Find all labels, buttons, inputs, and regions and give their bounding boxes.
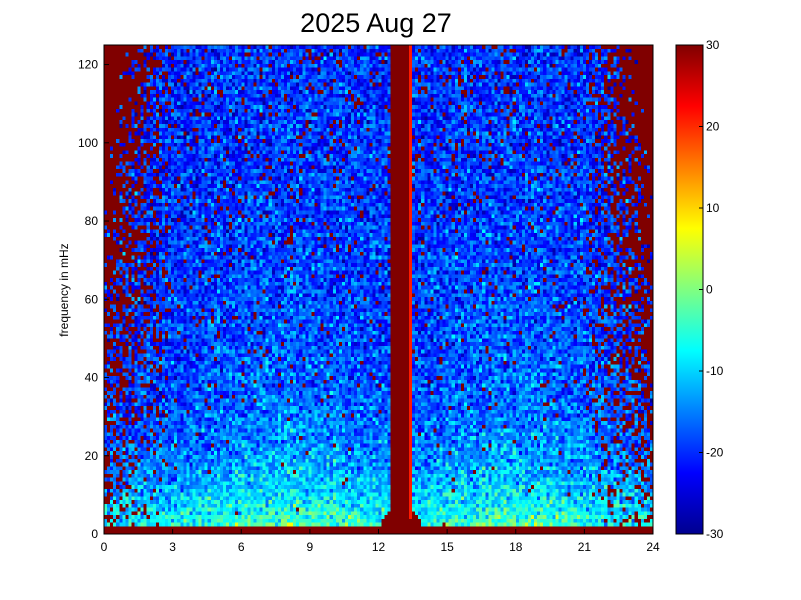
y-tick-label: 80	[85, 214, 99, 228]
colorbar-tick-label: -20	[706, 446, 724, 460]
y-tick-label: 60	[85, 292, 99, 306]
colorbar-ticks: 30 20 10 0 -10 -20 -30	[699, 38, 724, 541]
colorbar-tick-label: 30	[706, 38, 720, 52]
spectrogram-heatmap	[104, 45, 653, 534]
y-axis-label: frequency in mHz	[57, 243, 71, 336]
x-tick-label: 3	[169, 540, 176, 554]
x-tick-label: 0	[101, 540, 108, 554]
y-tick-label: 100	[78, 136, 98, 150]
x-tick-label: 6	[238, 540, 245, 554]
y-tick-label: 40	[85, 371, 99, 385]
colorbar-tick-label: 10	[706, 201, 720, 215]
colorbar-tick-label: 20	[706, 120, 720, 134]
y-tick-label: 120	[78, 58, 98, 72]
x-tick-label: 12	[372, 540, 386, 554]
y-tick-label: 0	[91, 527, 98, 541]
spectrogram-image	[104, 45, 653, 534]
colorbar	[675, 44, 704, 535]
colorbar-tick-label: -10	[706, 364, 724, 378]
colorbar-tick-label: 0	[706, 283, 713, 297]
y-tick-label: 20	[85, 449, 99, 463]
y-axis: 0 20 40 60 80 100 120	[78, 58, 109, 541]
chart-title: 2025 Aug 27	[300, 8, 452, 38]
colorbar-tick-label: -30	[706, 527, 724, 541]
x-tick-label: 24	[646, 540, 660, 554]
x-tick-label: 15	[440, 540, 454, 554]
x-axis: 0 3 6 9 12 15 18 21 24	[101, 529, 660, 554]
x-tick-label: 21	[578, 540, 592, 554]
x-tick-label: 18	[509, 540, 523, 554]
x-tick-label: 9	[307, 540, 314, 554]
